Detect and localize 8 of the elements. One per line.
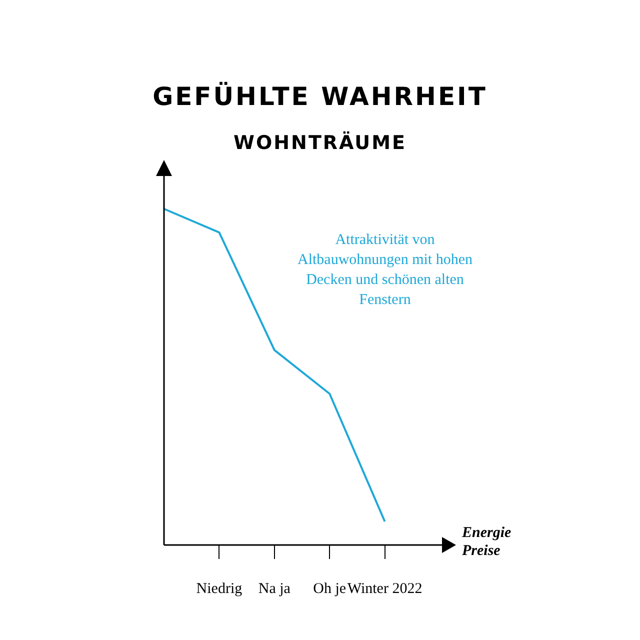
x-tick-label: Winter 2022	[347, 580, 422, 597]
x-axis-title: Energie Preise	[461, 524, 512, 559]
x-tick-label: Na ja	[258, 580, 291, 597]
chart-title: GEFÜHLTE WAHRHEIT	[152, 82, 488, 111]
chart-subtitle: WOHNTRÄUME	[232, 132, 408, 154]
x-tick-label: Oh je	[313, 580, 346, 597]
text: Attraktivität von Altbauwohnungen mit hohen Decken und schönen alten Fenstern	[296, 231, 474, 310]
x-tick-label: Niedrig	[196, 580, 243, 597]
